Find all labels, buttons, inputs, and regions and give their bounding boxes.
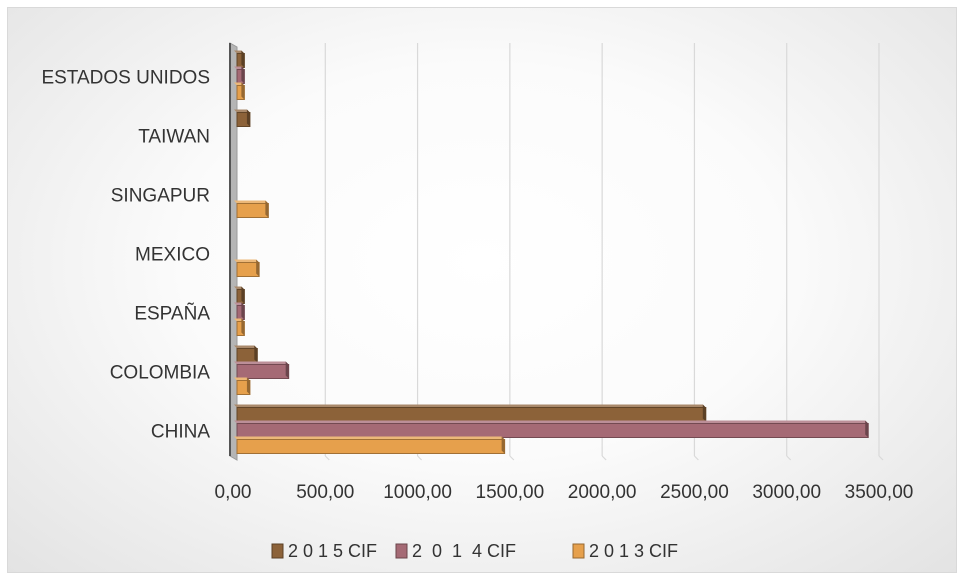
bar-top-face — [234, 377, 250, 381]
gridline-floor — [417, 455, 422, 461]
bar — [236, 262, 260, 277]
x-tick-label: 1500,00 — [476, 482, 545, 503]
category-label: ESTADOS UNIDOS — [41, 68, 210, 89]
x-tick-label: 1000,00 — [383, 482, 452, 503]
gridline-floor — [601, 455, 607, 461]
bar-top-face — [234, 420, 869, 424]
x-tick-label: 3500,00 — [845, 482, 914, 503]
gridline-floor — [509, 455, 515, 461]
bar-top-face — [234, 436, 505, 440]
gridline-floor — [324, 455, 330, 461]
bar-end-face — [702, 404, 706, 422]
bar-end-face — [241, 82, 245, 100]
bar-top-face — [234, 345, 258, 349]
legend-label: 2 0 1 3 CIF — [589, 541, 678, 561]
bar-end-face — [241, 50, 245, 68]
bar-end-face — [865, 420, 869, 438]
chart-area — [7, 7, 957, 573]
bar-end-face — [501, 436, 505, 454]
category-label: SINGAPUR — [111, 186, 210, 207]
bar-top-face — [234, 109, 250, 113]
bar-top-face — [234, 259, 260, 263]
axis-wall — [229, 42, 238, 461]
bar-top-face — [234, 361, 289, 365]
category-label: CHINA — [151, 422, 210, 443]
bar — [236, 439, 506, 454]
x-tick-label: 2000,00 — [568, 482, 637, 503]
legend-swatch — [395, 543, 408, 559]
bar-end-face — [254, 345, 258, 363]
legend-swatch — [271, 543, 284, 559]
gridline-floor — [878, 455, 884, 461]
bar-end-face — [246, 109, 250, 127]
legend-label: 2 0 1 5 CIF — [288, 541, 377, 561]
bar — [236, 423, 869, 438]
x-tick-label: 500,00 — [296, 482, 354, 503]
category-label: ESPAÑA — [134, 303, 210, 325]
category-label: MEXICO — [135, 245, 210, 266]
x-tick-label: 3000,00 — [752, 482, 821, 503]
bar-top-face — [234, 200, 269, 204]
bar-end-face — [265, 200, 269, 218]
category-label: COLOMBIA — [110, 363, 211, 384]
legend-swatch — [572, 543, 585, 559]
bar — [236, 364, 290, 379]
category-label: TAIWAN — [138, 127, 210, 148]
gridline-floor — [694, 455, 699, 461]
bar-end-face — [241, 318, 245, 336]
gridline-floor — [786, 455, 792, 461]
bar — [236, 203, 269, 218]
bar-end-face — [241, 66, 245, 84]
bar-end-face — [285, 361, 289, 379]
x-tick-label: 2500,00 — [660, 482, 729, 503]
bar-end-face — [241, 286, 245, 304]
bar-end-face — [256, 259, 260, 277]
bar — [236, 407, 707, 422]
bar-end-face — [246, 377, 250, 395]
legend-label: 2 0 1 4 CIF — [412, 541, 516, 561]
bar-top-face — [234, 404, 706, 408]
bar — [236, 348, 258, 363]
bar-end-face — [241, 302, 245, 320]
x-tick-label: 0,00 — [215, 482, 252, 503]
